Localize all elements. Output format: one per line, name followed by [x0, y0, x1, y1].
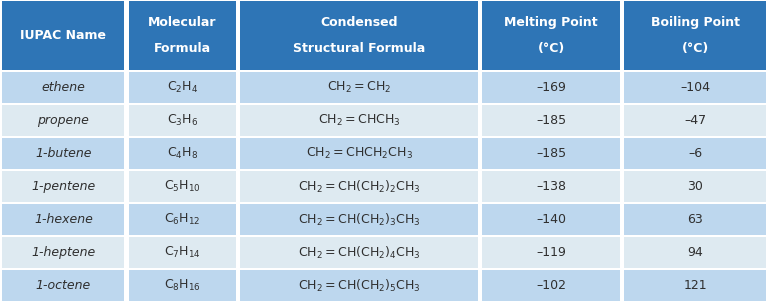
Bar — [240, 204, 478, 235]
Text: 1-heptene: 1-heptene — [31, 246, 95, 259]
Text: –169: –169 — [536, 81, 566, 94]
Bar — [129, 237, 236, 268]
Bar — [624, 105, 766, 136]
Text: $\mathrm{C_6H_{12}}$: $\mathrm{C_6H_{12}}$ — [164, 212, 200, 227]
Text: –185: –185 — [536, 114, 566, 127]
Text: –47: –47 — [684, 114, 706, 127]
Bar — [624, 72, 766, 103]
Bar — [2, 1, 124, 70]
Bar — [624, 138, 766, 169]
Bar — [2, 171, 124, 202]
Bar — [129, 270, 236, 301]
Text: $\mathrm{CH_2{=}CHCH_3}$: $\mathrm{CH_2{=}CHCH_3}$ — [318, 113, 400, 128]
Text: $\mathrm{CH_2{=}CH(CH_2)_3CH_3}$: $\mathrm{CH_2{=}CH(CH_2)_3CH_3}$ — [298, 211, 420, 227]
Bar — [624, 171, 766, 202]
Text: (°C): (°C) — [538, 42, 564, 55]
Bar — [240, 1, 478, 70]
Bar — [2, 237, 124, 268]
Bar — [624, 270, 766, 301]
Bar — [2, 138, 124, 169]
Text: 63: 63 — [687, 213, 703, 226]
Text: $\mathrm{C_5H_{10}}$: $\mathrm{C_5H_{10}}$ — [164, 179, 200, 194]
Text: 30: 30 — [687, 180, 703, 193]
Text: –104: –104 — [680, 81, 710, 94]
Text: Structural Formula: Structural Formula — [293, 42, 425, 55]
Bar — [2, 270, 124, 301]
Text: –138: –138 — [536, 180, 566, 193]
Text: 94: 94 — [687, 246, 703, 259]
Text: –185: –185 — [536, 147, 566, 160]
Bar — [129, 72, 236, 103]
Text: 1-octene: 1-octene — [36, 279, 91, 292]
Bar — [2, 105, 124, 136]
Bar — [240, 171, 478, 202]
Text: $\mathrm{C_2H_4}$: $\mathrm{C_2H_4}$ — [167, 80, 198, 95]
Bar — [482, 237, 620, 268]
Bar — [240, 270, 478, 301]
Text: $\mathrm{C_8H_{16}}$: $\mathrm{C_8H_{16}}$ — [164, 278, 200, 293]
Text: $\mathrm{C_7H_{14}}$: $\mathrm{C_7H_{14}}$ — [164, 245, 200, 260]
Text: $\mathrm{CH_2{=}CHCH_2CH_3}$: $\mathrm{CH_2{=}CHCH_2CH_3}$ — [306, 146, 412, 161]
Bar — [482, 72, 620, 103]
Bar — [482, 171, 620, 202]
Text: –140: –140 — [536, 213, 566, 226]
Text: $\mathrm{CH_2{=}CH(CH_2)_4CH_3}$: $\mathrm{CH_2{=}CH(CH_2)_4CH_3}$ — [298, 244, 420, 261]
Bar — [129, 138, 236, 169]
Text: 121: 121 — [684, 279, 707, 292]
Bar — [624, 1, 766, 70]
Text: –102: –102 — [536, 279, 566, 292]
Bar — [240, 72, 478, 103]
Text: $\mathrm{CH_2{=}CH(CH_2)_2CH_3}$: $\mathrm{CH_2{=}CH(CH_2)_2CH_3}$ — [298, 178, 420, 194]
Bar — [482, 105, 620, 136]
Text: Boiling Point: Boiling Point — [650, 16, 740, 29]
Text: Formula: Formula — [154, 42, 211, 55]
Bar — [482, 138, 620, 169]
Text: Molecular: Molecular — [148, 16, 217, 29]
Text: $\mathrm{C_3H_6}$: $\mathrm{C_3H_6}$ — [167, 113, 198, 128]
Text: IUPAC Name: IUPAC Name — [21, 29, 106, 42]
Text: Condensed: Condensed — [320, 16, 398, 29]
Text: propene: propene — [38, 114, 89, 127]
Bar — [129, 204, 236, 235]
Text: $\mathrm{CH_2{=}CH_2}$: $\mathrm{CH_2{=}CH_2}$ — [327, 80, 391, 95]
Text: –6: –6 — [688, 147, 702, 160]
Bar — [482, 270, 620, 301]
Text: 1-pentene: 1-pentene — [31, 180, 95, 193]
Bar — [240, 105, 478, 136]
Bar — [240, 138, 478, 169]
Bar — [624, 237, 766, 268]
Bar — [2, 204, 124, 235]
Text: ethene: ethene — [41, 81, 85, 94]
Bar — [129, 1, 236, 70]
Bar — [482, 1, 620, 70]
Bar — [482, 204, 620, 235]
Text: 1-hexene: 1-hexene — [34, 213, 93, 226]
Bar — [129, 105, 236, 136]
Bar — [240, 237, 478, 268]
Bar — [624, 204, 766, 235]
Bar — [2, 72, 124, 103]
Text: –119: –119 — [536, 246, 566, 259]
Text: 1-butene: 1-butene — [35, 147, 91, 160]
Text: $\mathrm{C_4H_8}$: $\mathrm{C_4H_8}$ — [167, 146, 198, 161]
Text: $\mathrm{CH_2{=}CH(CH_2)_5CH_3}$: $\mathrm{CH_2{=}CH(CH_2)_5CH_3}$ — [298, 278, 420, 294]
Text: Melting Point: Melting Point — [505, 16, 598, 29]
Bar — [129, 171, 236, 202]
Text: (°C): (°C) — [681, 42, 709, 55]
